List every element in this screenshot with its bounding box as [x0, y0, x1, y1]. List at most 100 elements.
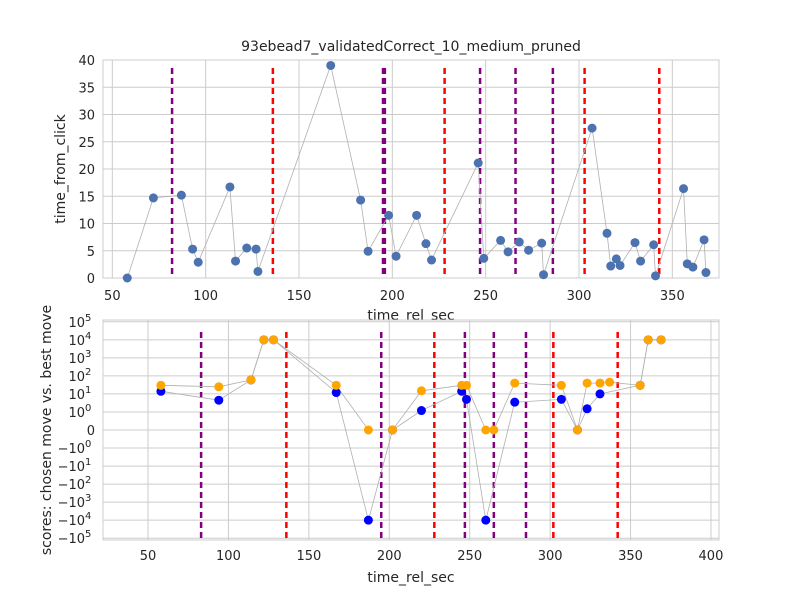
bottom-data-point-1 — [246, 375, 256, 385]
top-data-point — [225, 182, 235, 192]
top-x-tick-label: 200 — [380, 289, 405, 304]
top-data-point — [363, 246, 373, 256]
bottom-data-point-1 — [635, 380, 645, 390]
top-data-point — [356, 195, 366, 205]
bottom-x-tick-label: 350 — [618, 549, 643, 564]
top-y-tick-label: 35 — [78, 81, 95, 96]
bottom-y-tick-label: 10 — [68, 388, 85, 403]
top-x-tick-label: 150 — [287, 289, 312, 304]
top-y-tick-label: 20 — [78, 163, 95, 178]
bottom-x-tick-labels: 50 100 150 200 250 300 350 400 — [140, 549, 724, 564]
top-series-line — [126, 64, 707, 279]
top-data-point — [630, 238, 640, 248]
top-y-tick-labels: 0 5 10 15 20 25 30 35 40 — [78, 54, 95, 287]
bottom-data-point-1 — [572, 425, 582, 435]
bottom-y-tick-label: −10 — [58, 460, 85, 475]
top-data-point — [251, 244, 261, 254]
top-y-tick-label: 10 — [78, 218, 95, 233]
bottom-data-point-1 — [363, 425, 373, 435]
bottom-data-point-0 — [595, 389, 605, 399]
top-plot: 50 100 150 200 250 300 350 0 5 10 15 20 25 30 35 40 93… — [53, 39, 720, 324]
top-y-tick-label: 30 — [78, 109, 95, 124]
top-data-point — [384, 210, 394, 220]
bottom-points — [156, 335, 666, 525]
top-data-point — [496, 235, 506, 245]
bottom-data-point-1 — [489, 425, 499, 435]
bottom-plot: 50 100 150 200 250 300 350 400 10 510 410 310 210 11… — [39, 305, 723, 586]
bottom-data-point-0 — [416, 406, 426, 416]
top-data-point — [539, 270, 549, 280]
bottom-y-tick-exponent: 2 — [85, 367, 91, 378]
bottom-y-tick-label: 10 — [68, 352, 85, 367]
bottom-y-tick-exponent: 0 — [85, 403, 91, 414]
top-data-point — [176, 190, 186, 200]
bottom-y-tick-label: −10 — [58, 496, 85, 511]
bottom-y-tick-exponent: 1 — [85, 385, 91, 396]
bottom-data-point-1 — [556, 380, 566, 390]
bottom-y-axis-label: scores: chosen move vs. best move — [39, 305, 55, 555]
top-data-point — [473, 158, 483, 168]
top-y-tick-label: 0 — [87, 272, 95, 287]
bottom-grid — [103, 320, 719, 540]
bottom-data-point-1 — [605, 377, 615, 387]
bottom-series-line-1 — [160, 339, 662, 432]
top-x-tick-label: 100 — [193, 289, 218, 304]
top-data-point — [479, 253, 489, 263]
bottom-x-axis-label: time_rel_sec — [367, 570, 454, 586]
top-x-tick-labels: 50 100 150 200 250 300 350 — [104, 289, 685, 304]
top-grid — [103, 59, 719, 279]
bottom-data-point-1 — [643, 335, 653, 345]
bottom-y-tick-exponent: 4 — [85, 511, 91, 522]
bottom-x-tick-label: 50 — [140, 549, 157, 564]
bottom-y-tick-label: −10 — [58, 478, 85, 493]
top-data-point — [122, 273, 132, 283]
bottom-data-point-1 — [214, 382, 224, 392]
bottom-data-point-0 — [481, 515, 491, 525]
bottom-y-tick-label: −10 — [58, 442, 85, 457]
top-data-point — [188, 244, 198, 254]
bottom-y-tick-exponent: 0 — [85, 439, 91, 450]
bottom-event-lines — [199, 332, 619, 540]
bottom-data-point-0 — [461, 394, 471, 404]
top-data-point — [651, 271, 661, 281]
bottom-data-point-1 — [331, 380, 341, 390]
bottom-data-point-0 — [363, 515, 373, 525]
bottom-y-tick-label: −10 — [58, 514, 85, 529]
bottom-data-point-1 — [595, 378, 605, 388]
bottom-y-tick-exponent: 3 — [85, 493, 91, 504]
bottom-y-tick-label: 10 — [68, 406, 85, 421]
top-y-axis-label: time_from_click — [53, 113, 69, 223]
top-data-point — [193, 257, 203, 267]
bottom-data-point-1 — [461, 380, 471, 390]
top-data-point — [688, 262, 698, 272]
bottom-y-tick-exponent: 5 — [85, 529, 91, 540]
bottom-data-point-1 — [582, 378, 592, 388]
top-data-point — [421, 239, 431, 249]
top-data-point — [611, 254, 621, 264]
top-data-point — [699, 235, 709, 245]
bottom-y-tick-label: 10 — [68, 334, 85, 349]
top-data-point — [326, 60, 336, 70]
top-x-tick-label: 250 — [473, 289, 498, 304]
bottom-x-tick-label: 100 — [216, 549, 241, 564]
bottom-data-point-1 — [268, 335, 278, 345]
bottom-data-point-0 — [582, 404, 592, 414]
bottom-data-point-1 — [388, 425, 398, 435]
bottom-data-point-1 — [259, 335, 269, 345]
top-data-point — [524, 245, 534, 255]
top-y-tick-label: 5 — [87, 245, 95, 260]
top-data-point — [242, 243, 252, 253]
bottom-x-tick-label: 400 — [699, 549, 724, 564]
bottom-data-point-1 — [416, 386, 426, 396]
bottom-y-tick-label: −10 — [58, 532, 85, 547]
bottom-y-tick-exponent: 1 — [85, 457, 91, 468]
top-event-lines — [170, 68, 661, 278]
bottom-data-point-0 — [510, 397, 520, 407]
bottom-data-point-1 — [510, 378, 520, 388]
bottom-x-tick-label: 200 — [377, 549, 402, 564]
bottom-data-point-0 — [331, 388, 341, 398]
bottom-data-point-0 — [214, 395, 224, 405]
bottom-y-tick-exponent: 4 — [85, 331, 91, 342]
